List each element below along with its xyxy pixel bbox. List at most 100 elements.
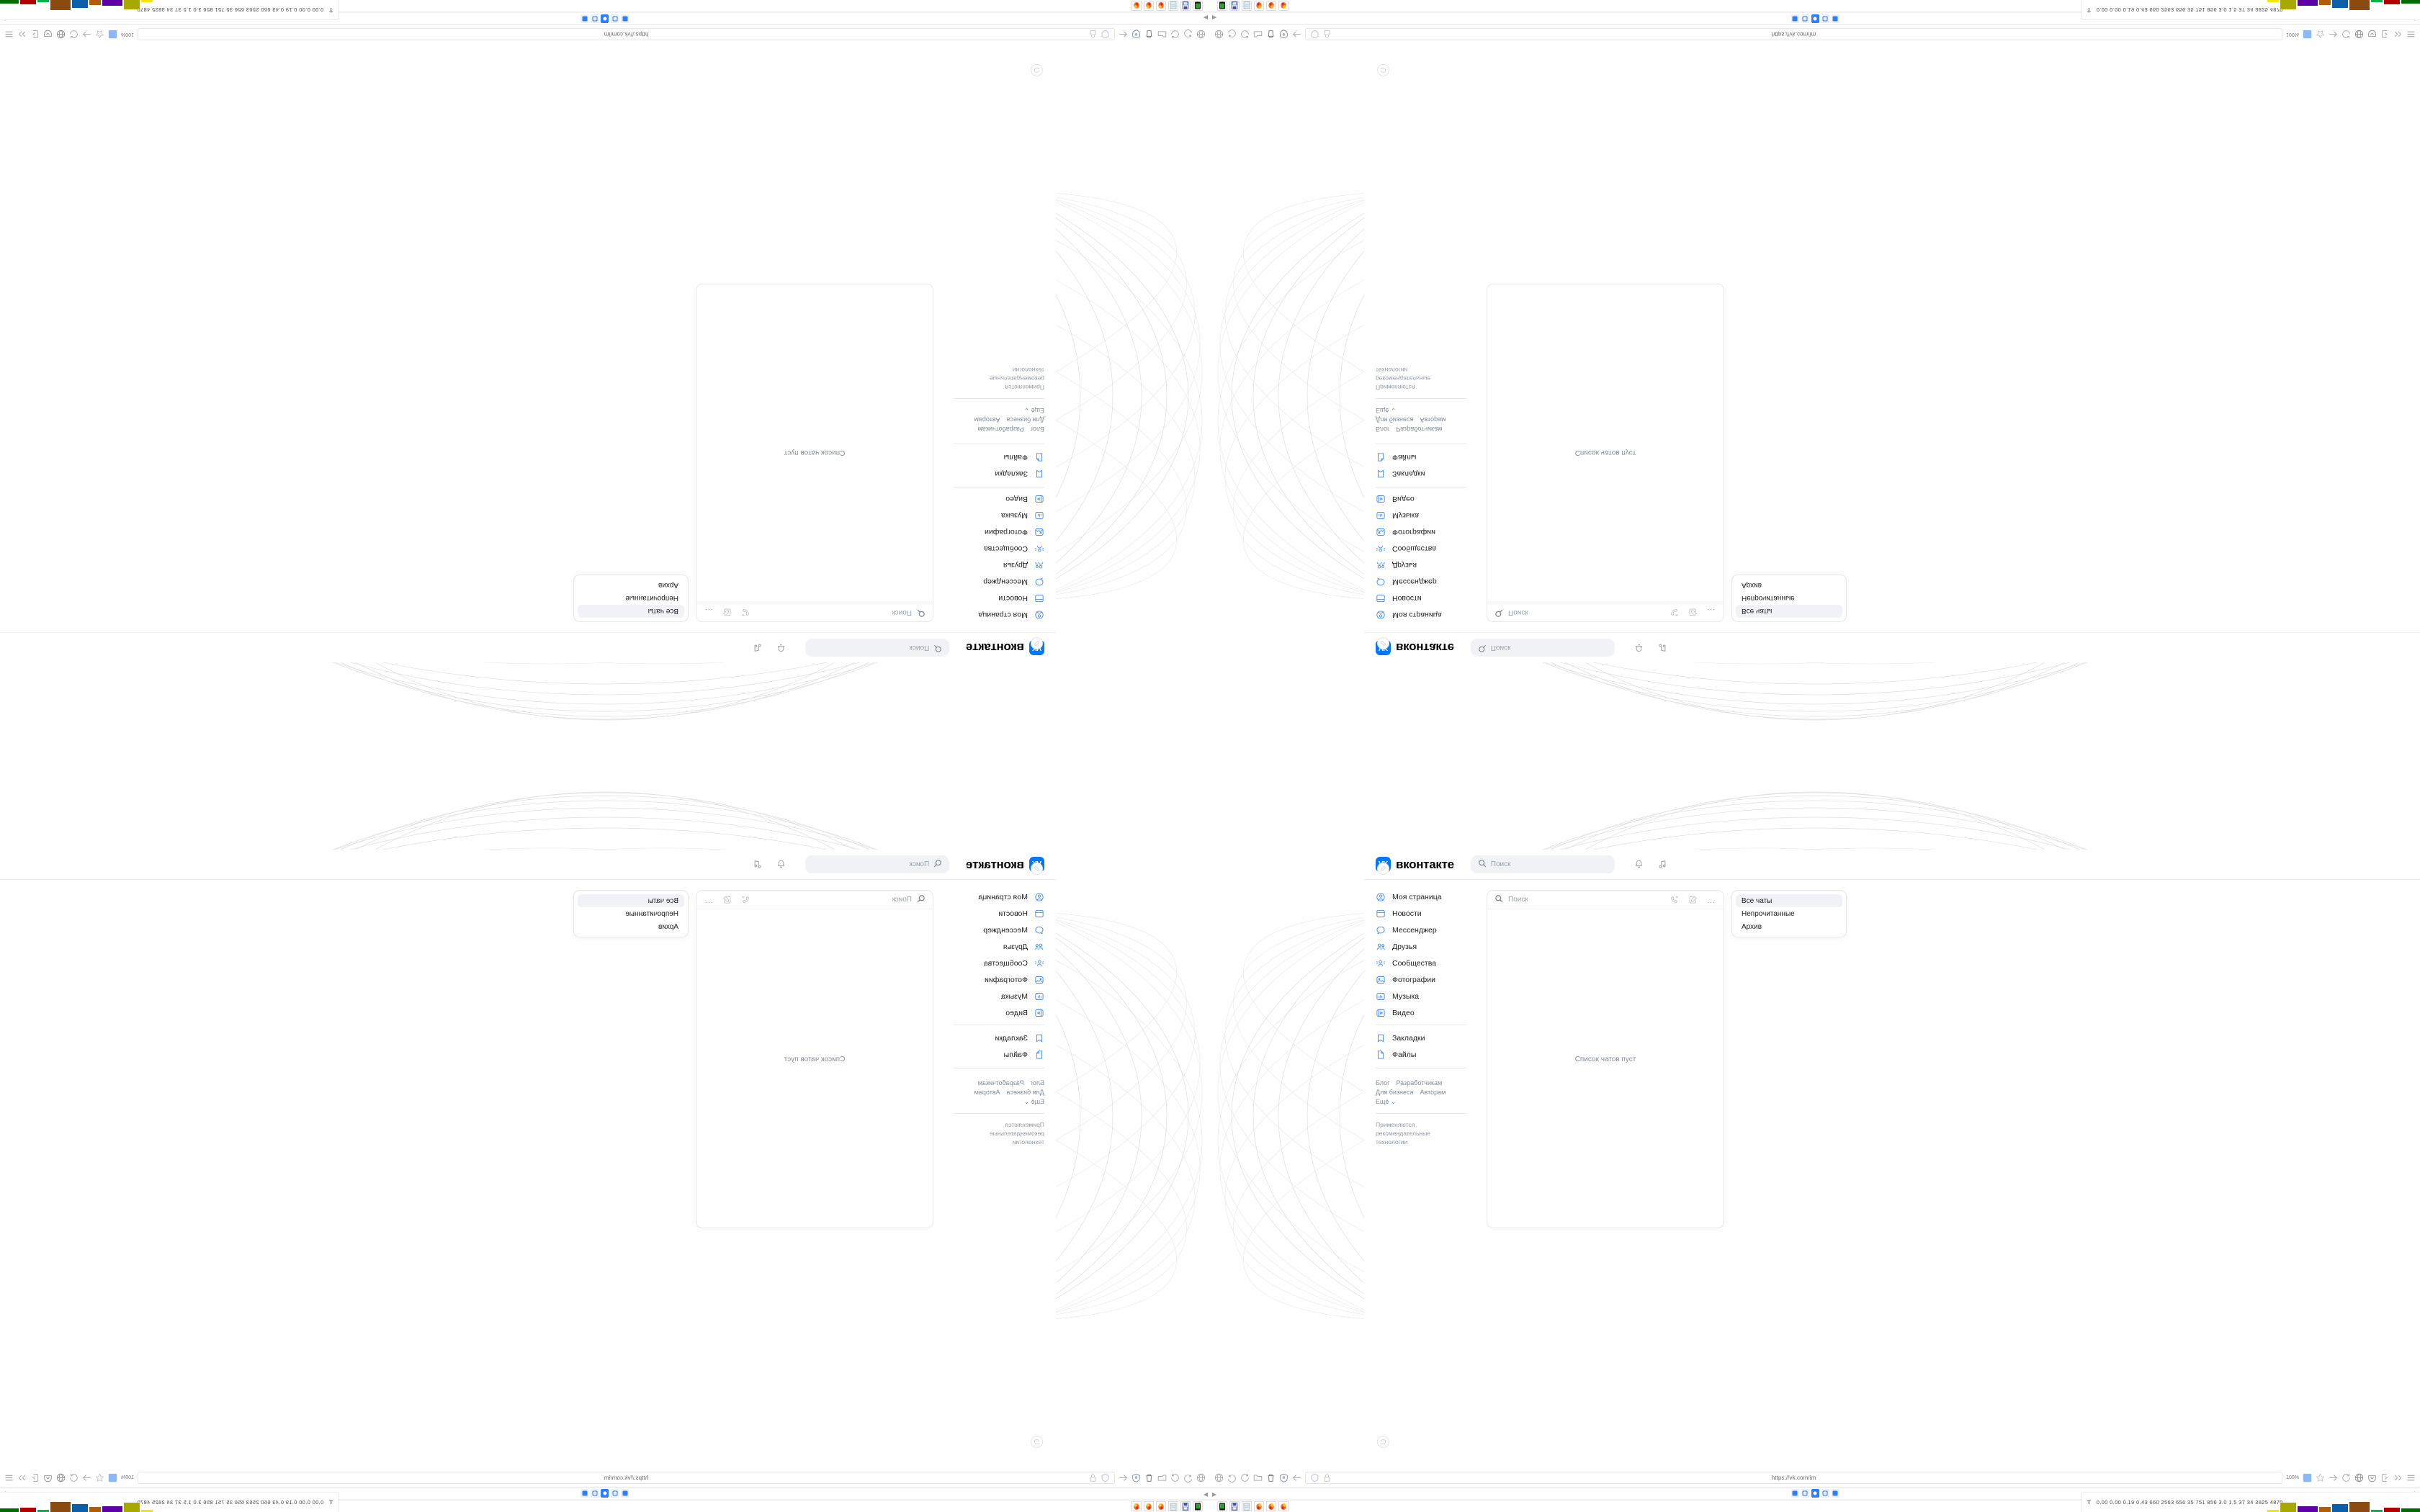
zoom-level-label[interactable]: 100% [121,32,134,37]
chat-filter-item-2[interactable]: Архив [1742,581,1762,590]
forward-arrow-icon[interactable] [2329,1473,2338,1482]
shield-icon[interactable] [1310,30,1319,39]
trash-icon[interactable] [1144,1473,1154,1482]
corner-action-top[interactable] [1377,637,1389,649]
scroll-left-arrow-icon[interactable]: ▶ [1212,14,1217,21]
tab-5[interactable] [581,14,589,23]
tab-2[interactable] [1801,14,1809,23]
bell-icon[interactable] [1634,859,1644,870]
pocket-icon[interactable] [43,30,53,39]
global-search-input[interactable]: Поиск [805,639,950,657]
overflow-chevrons-icon[interactable] [17,1473,27,1482]
star-icon[interactable] [95,30,104,39]
taskbar-firefox2-button[interactable] [1144,1,1154,11]
back-arrow-icon[interactable] [1119,30,1128,39]
taskbar-firefox1-button[interactable] [1156,1501,1166,1511]
tab-5[interactable] [1831,14,1839,23]
sidebar-item-photos[interactable]: Фотографии [944,526,1044,539]
taskbar-firefox3-button[interactable] [1278,1501,1289,1511]
history-icon[interactable] [1227,30,1237,39]
forward-arrow-icon[interactable] [82,1473,91,1482]
tab-4[interactable] [591,1489,599,1498]
tab-4[interactable] [1821,1489,1829,1498]
sidebar-item-video[interactable]: Видео [944,492,1044,506]
folder-icon[interactable] [1253,1473,1263,1482]
sidebar-item-friends[interactable]: Друзья [944,940,1044,953]
sidebar-item-file[interactable]: Файлы [1376,451,1476,464]
save-page-icon[interactable] [2380,1473,2390,1482]
music-note-icon[interactable] [752,859,763,870]
footer-link[interactable]: Авторам [974,1089,1000,1096]
music-note-icon[interactable] [1657,642,1668,653]
footer-link[interactable]: Авторам [974,416,1000,423]
footer-link[interactable]: Для бизнеса [1006,416,1044,423]
taskbar-terminal-button[interactable] [1217,1,1227,11]
music-note-icon[interactable] [752,642,763,653]
compose-icon[interactable] [1688,895,1698,904]
sidebar-item-profile[interactable]: Моя страница [944,608,1044,622]
folder-icon[interactable] [1253,30,1263,39]
chat-filter-item-0[interactable]: Все чаты [578,894,684,907]
lock-icon[interactable] [1322,30,1332,39]
sidebar-item-music[interactable]: Музыка [1376,989,1476,1003]
tab-2[interactable] [1801,1489,1809,1498]
tab-3-selected[interactable] [1811,14,1819,23]
reload-icon[interactable] [69,1473,79,1482]
taskbar-terminal-button[interactable] [1193,1501,1203,1511]
sidebar-item-photos[interactable]: Фотографии [1376,526,1476,539]
hamburger-menu-icon[interactable] [4,30,14,39]
zoom-level-label[interactable]: 100% [2286,32,2299,37]
footer-link[interactable]: Блог [1030,1079,1044,1086]
url-bar[interactable]: https://vk.com/im [1305,28,2283,40]
taskbar-firefox3-button[interactable] [1278,1,1289,11]
scroll-left-arrow-icon[interactable]: ▶ [1212,1491,1217,1498]
globe-icon[interactable] [1214,1473,1224,1482]
compose-icon[interactable] [723,608,732,617]
reload-icon[interactable] [1170,30,1180,39]
sidebar-item-photos[interactable]: Фотографии [944,973,1044,986]
reload-icon[interactable] [2341,30,2351,39]
globe-icon[interactable] [1196,1473,1206,1482]
sidebar-item-groups[interactable]: Сообщества [1376,542,1476,556]
history-icon[interactable] [1183,1473,1193,1482]
footer-link[interactable]: Авторам [1420,1089,1446,1096]
hamburger-menu-icon[interactable] [2406,30,2416,39]
taskbar-floppy64-button[interactable] [1229,1,1240,11]
sidebar-item-profile[interactable]: Моя страница [1376,890,1476,904]
back-arrow-icon[interactable] [1119,1473,1128,1482]
sidebar-item-news[interactable]: Новости [1376,906,1476,920]
chat-filter-item-1[interactable]: Непрочитанные [625,909,678,918]
chat-filter-item-0[interactable]: Все чаты [1736,605,1842,618]
hamburger-menu-icon[interactable] [2406,1473,2416,1482]
sidebar-item-profile[interactable]: Моя страница [944,890,1044,904]
sidebar-item-music[interactable]: Музыка [944,989,1044,1003]
sidebar-item-bookmark[interactable]: Закладки [1376,467,1476,481]
taskbar-firefox2-button[interactable] [1266,1,1276,11]
taskbar-notepad-button[interactable] [1242,1,1252,11]
sidebar-item-friends[interactable]: Друзья [944,559,1044,572]
account-icon[interactable] [2303,30,2312,39]
tab-4[interactable] [1821,14,1829,23]
taskbar-firefox3-button[interactable] [1131,1501,1142,1511]
sidebar-item-music[interactable]: Музыка [944,509,1044,523]
taskbar-notepad-button[interactable] [1168,1501,1178,1511]
reload-icon[interactable] [1240,1473,1250,1482]
footer-more-link[interactable]: Ещё ⌄ [1023,1098,1044,1105]
sidebar-item-friends[interactable]: Друзья [1376,940,1476,953]
star-icon[interactable] [95,1473,104,1482]
chat-filter-item-1[interactable]: Непрочитанные [625,594,678,603]
forward-arrow-icon[interactable] [82,30,91,39]
zoom-level-label[interactable]: 100% [2286,1475,2299,1480]
tab-3-selected[interactable] [601,14,609,23]
messenger-search-placeholder[interactable]: Поиск [1508,896,1528,904]
url-bar[interactable]: https://vk.com/im [1305,1472,2283,1484]
music-note-icon[interactable] [1657,859,1668,870]
global-search-input[interactable]: Поиск [1470,639,1615,657]
taskbar-terminal-button[interactable] [1193,1,1203,11]
shield-icon[interactable] [1101,30,1110,39]
footer-link[interactable]: Разработчикам [977,1079,1024,1086]
container-icon[interactable] [1279,1473,1289,1482]
bell-icon[interactable] [776,859,786,870]
tab-4[interactable] [591,14,599,23]
global-search-input[interactable]: Поиск [805,855,950,873]
